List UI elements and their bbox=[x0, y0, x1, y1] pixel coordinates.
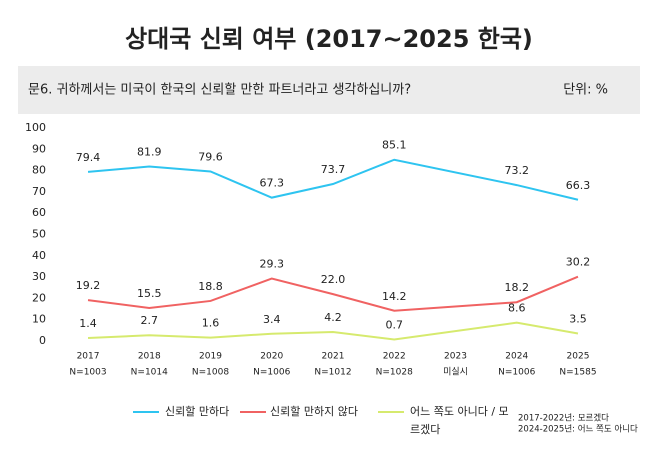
x-tick-note: N=1006 bbox=[498, 368, 535, 378]
question: 문6. 귀하께서는 미국이 한국의 신뢰할 만한 파트너라고 생각하십니까? bbox=[28, 83, 411, 98]
data-label: 81.9 bbox=[137, 146, 162, 159]
data-label: 3.4 bbox=[263, 313, 281, 326]
data-label: 79.6 bbox=[198, 150, 223, 163]
data-label: 67.3 bbox=[260, 177, 285, 190]
data-label: 8.6 bbox=[508, 302, 526, 315]
data-label: 1.4 bbox=[79, 317, 97, 330]
data-label: 3.5 bbox=[569, 313, 587, 326]
unit: 단위: % bbox=[563, 83, 608, 98]
data-label: 19.2 bbox=[76, 279, 101, 292]
y-tick-label: 100 bbox=[25, 121, 46, 134]
x-tick-label: 2020 bbox=[260, 352, 283, 362]
footnote: 2024-2025년: 어느 쪽도 아니다 bbox=[518, 424, 638, 435]
y-tick-label: 0 bbox=[39, 334, 46, 347]
series-line bbox=[87, 321, 579, 341]
chart-title: 상대국 신뢰 여부 (2017~2025 한국) bbox=[125, 25, 533, 53]
data-label: 14.2 bbox=[382, 290, 407, 303]
data-label: 18.8 bbox=[198, 280, 223, 293]
data-label: 22.0 bbox=[321, 273, 346, 286]
data-label: 0.7 bbox=[385, 319, 403, 332]
x-tick-label: 2023 bbox=[444, 352, 467, 362]
data-label: 73.2 bbox=[504, 164, 529, 177]
question-band bbox=[18, 66, 640, 114]
x-tick-note: N=1585 bbox=[559, 368, 596, 378]
legend-label: 어느 쪽도 아니다 / 모르겠다 bbox=[410, 405, 509, 436]
data-label: 1.6 bbox=[202, 317, 220, 330]
y-tick-label: 20 bbox=[32, 291, 46, 304]
x-tick-label: 2017 bbox=[77, 352, 100, 362]
y-tick-label: 30 bbox=[32, 270, 46, 283]
x-tick-note: N=1006 bbox=[253, 368, 290, 378]
data-label: 18.2 bbox=[504, 281, 529, 294]
data-label: 30.2 bbox=[566, 256, 591, 269]
data-label: 29.3 bbox=[260, 258, 285, 271]
y-tick-label: 40 bbox=[32, 249, 46, 262]
footnote: 2017-2022년: 모르겠다 bbox=[518, 413, 609, 424]
x-tick-label: 2022 bbox=[383, 352, 406, 362]
data-label: 15.5 bbox=[137, 287, 162, 300]
y-tick-label: 90 bbox=[32, 142, 46, 155]
x-tick-label: 2018 bbox=[138, 352, 161, 362]
y-tick-label: 10 bbox=[32, 313, 46, 326]
data-label: 73.7 bbox=[321, 163, 346, 176]
data-label: 79.4 bbox=[76, 151, 101, 164]
data-label: 2.7 bbox=[141, 314, 159, 327]
series-line bbox=[87, 158, 579, 201]
x-tick-label: 2021 bbox=[322, 352, 345, 362]
x-tick-note: N=1014 bbox=[131, 368, 168, 378]
x-tick-label: 2024 bbox=[505, 352, 528, 362]
legend-label: 신뢰할 만하지 않다 bbox=[270, 405, 358, 418]
y-tick-label: 70 bbox=[32, 185, 46, 198]
x-tick-label: 2025 bbox=[567, 352, 590, 362]
y-tick-label: 60 bbox=[32, 206, 46, 219]
y-tick-label: 80 bbox=[32, 164, 46, 177]
x-tick-note: 미실시 bbox=[443, 367, 468, 378]
series-line bbox=[87, 275, 579, 312]
data-label: 4.2 bbox=[324, 311, 342, 324]
legend-label: 신뢰할 만하다 bbox=[165, 405, 230, 418]
data-label: 66.3 bbox=[566, 179, 591, 192]
x-tick-note: N=1008 bbox=[192, 368, 229, 378]
x-tick-note: N=1012 bbox=[314, 368, 351, 378]
data-label: 85.1 bbox=[382, 139, 407, 152]
x-tick-label: 2019 bbox=[199, 352, 222, 362]
y-tick-label: 50 bbox=[32, 228, 46, 241]
x-tick-note: N=1003 bbox=[69, 368, 106, 378]
x-tick-note: N=1028 bbox=[376, 368, 413, 378]
